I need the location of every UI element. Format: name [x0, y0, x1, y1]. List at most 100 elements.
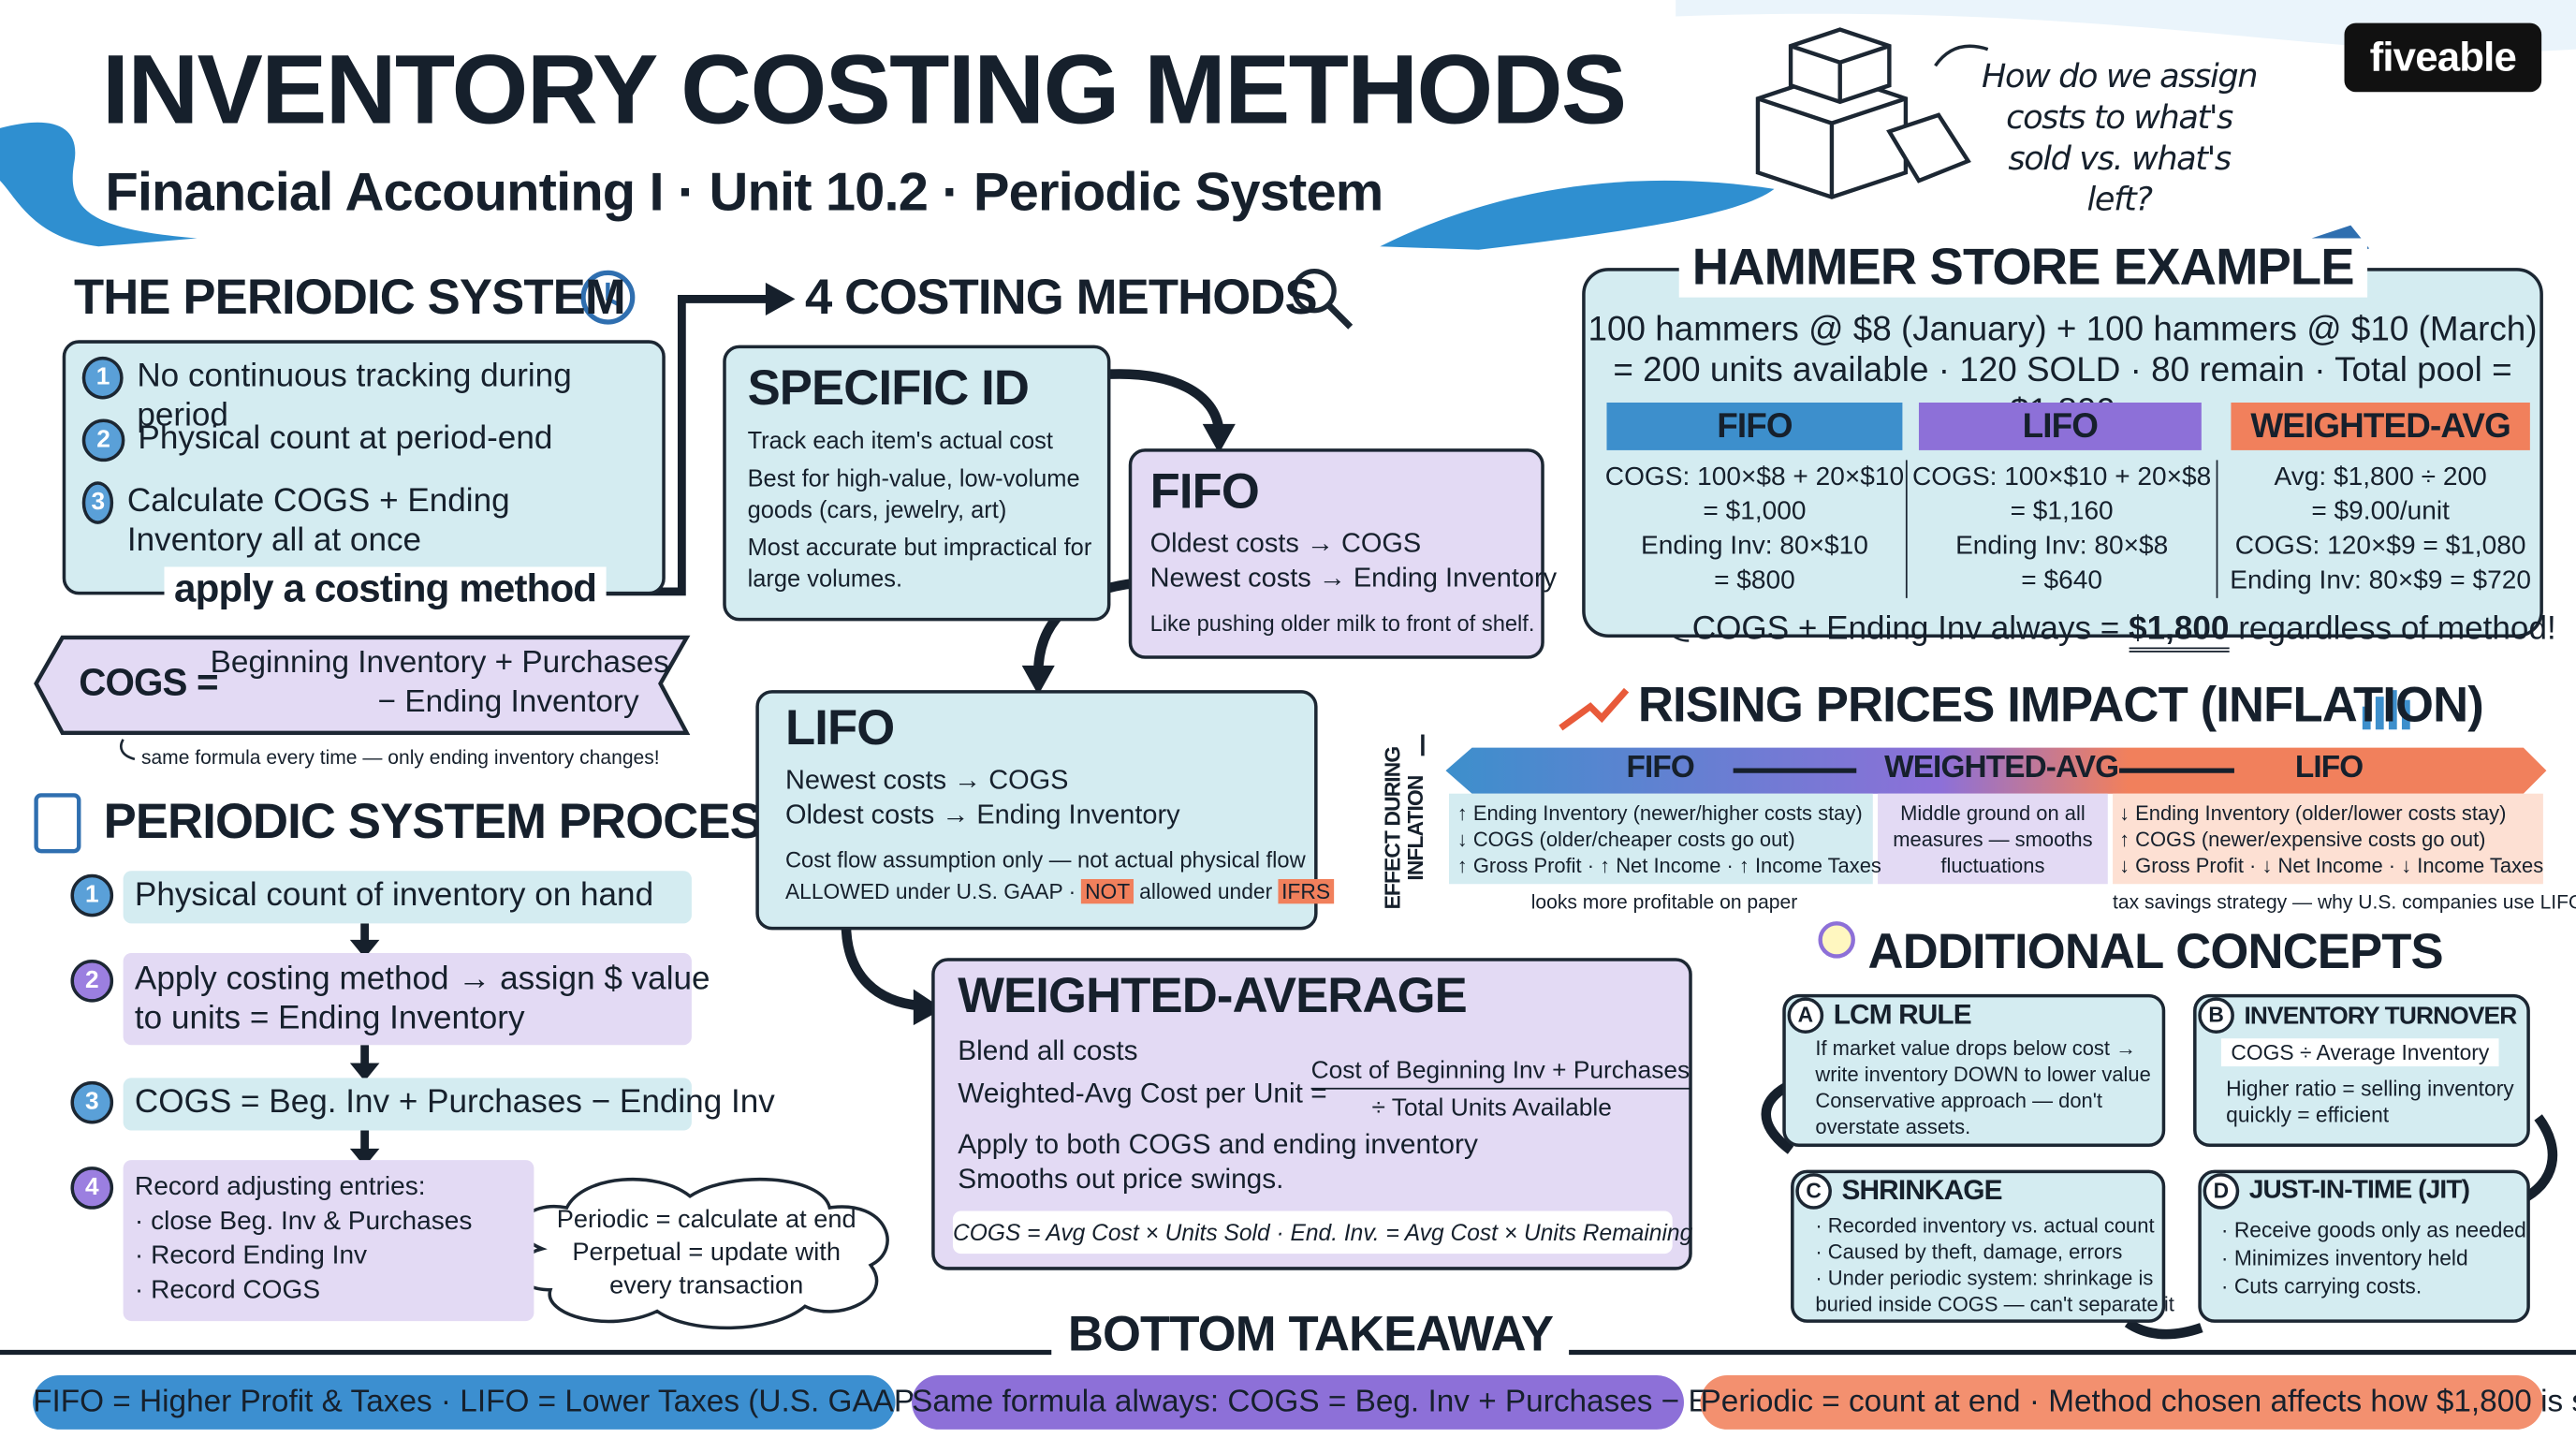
card-letter: A: [1787, 997, 1824, 1034]
item-number: 3: [81, 481, 114, 524]
column-head: LIFO: [1918, 402, 2202, 450]
text-line: write inventory DOWN to lower value: [1815, 1063, 2151, 1087]
section-title: THE PERIODIC SYSTEM: [73, 271, 626, 326]
step-text: Physical count of inventory on hand: [135, 875, 653, 915]
magnifier-handle: [1326, 302, 1354, 330]
text-line: · Record COGS: [134, 1276, 321, 1305]
concept-card: [2193, 993, 2530, 1148]
swoosh: [1380, 180, 1775, 250]
text-line: COGS: 120×$9 = $1,080: [2234, 532, 2526, 561]
effect-lines: ↑ Ending Inventory (newer/higher costs s…: [1457, 800, 1881, 879]
text-line: Best for high-value, low-volume goods (c…: [747, 466, 1080, 524]
text-line: Like pushing older milk to front of shel…: [1149, 610, 1535, 637]
card-head: A LCM RULE: [1787, 997, 1972, 1034]
text-line: Cost flow assumption only — not actual p…: [784, 847, 1306, 873]
text-line: · Caused by theft, damage, errors: [1815, 1240, 2123, 1264]
numerator: Cost of Beginning Inv + Purchases: [1310, 1057, 1690, 1090]
hammer-footer: COGS + Ending Inv always = $1,800 regard…: [1691, 610, 2556, 653]
formula-ribbon: [34, 635, 691, 735]
step-bg: [123, 871, 692, 924]
avg-cell: [1878, 793, 2108, 885]
formula-bottom: − Ending Inventory: [377, 684, 639, 720]
item-number: 1: [81, 356, 124, 400]
bulb-icon: [1818, 921, 1855, 959]
text-line: = $640: [2021, 566, 2102, 595]
method-title: SPECIFIC ID: [747, 361, 1030, 417]
item: 3 Calculate COGS + Ending Inventory all a…: [81, 481, 608, 560]
effect-lines: ↓ Ending Inventory (older/lower costs st…: [2119, 800, 2543, 879]
text-line: Track each item's actual cost: [747, 429, 1053, 456]
method-text: Oldest costs → COGS Newest costs → Ending…: [1150, 527, 1558, 640]
step-text: COGS = Beg. Inv + Purchases − Ending Inv: [135, 1083, 775, 1123]
method-title: FIFO: [1149, 464, 1260, 520]
method-title: WEIGHTED-AVERAGE: [958, 969, 1468, 1024]
text-line: · Cuts carrying costs.: [2220, 1273, 2422, 1299]
fifo-box: [1128, 448, 1544, 659]
item-text: Physical count at period-end: [138, 420, 553, 457]
text-line: ↓ Ending Inventory (older/lower costs st…: [2119, 801, 2507, 826]
column-lines: Avg: $1,800 ÷ 200 = $9.00/unit COGS: 120×$…: [2221, 460, 2539, 597]
card-head: C SHRINKAGE: [1795, 1173, 2002, 1210]
text-line: · Recorded inventory vs. actual count: [1815, 1214, 2155, 1238]
inflation-band: [1445, 747, 2547, 794]
band-head: LIFO: [2294, 751, 2364, 785]
step-text: Record adjusting entries: · close Beg. In…: [135, 1170, 473, 1308]
step-number: 3: [70, 1080, 114, 1124]
text-line: Oldest costs → COGS: [1149, 529, 1422, 559]
takeaway-pill: Same formula always: COGS = Beg. Inv + P…: [912, 1375, 1836, 1430]
method-text: Newest costs → COGS Oldest costs → Ending…: [785, 764, 1306, 877]
method-text: Blend all costs: [958, 1034, 1138, 1067]
bar-icon: [2362, 690, 2410, 730]
boxes-icon: [1755, 27, 1971, 199]
card-letter: D: [2203, 1173, 2240, 1210]
denominator: ÷ Total Units Available: [1371, 1093, 1612, 1123]
text-line: overstate assets.: [1815, 1115, 1971, 1139]
card-lines: · Recorded inventory vs. actual count · C…: [1815, 1212, 2174, 1317]
footer-amount: $1,800: [2129, 610, 2230, 653]
formula-top: Beginning Inventory + Purchases: [210, 645, 669, 681]
process-arrowheads: [349, 939, 380, 1167]
card-title: INVENTORY TURNOVER: [2244, 1001, 2517, 1030]
text-line: · Record Ending Inv: [134, 1241, 368, 1270]
axis-label: EFFECT DURING INFLATION: [1380, 746, 1428, 910]
bottom-title: BOTTOM TAKEAWAY: [1051, 1308, 1570, 1364]
concept-card: [2198, 1169, 2530, 1323]
text-line: every transaction: [609, 1271, 804, 1300]
text-line: ↑ COGS (newer/expensive costs go out): [2119, 828, 2486, 852]
arrowhead: [765, 282, 796, 315]
band-head: FIFO: [1626, 751, 1695, 785]
text-line: COGS: 100×$8 + 20×$10: [1604, 462, 1905, 492]
magnifier: [1292, 268, 1337, 314]
column-head: FIFO: [1606, 402, 1903, 450]
text-line: Middle ground on all: [1900, 801, 2086, 826]
text-line: Ending Inv: 80×$10: [1641, 532, 1868, 561]
trend-icon: [1559, 687, 1630, 731]
formula-left: COGS =: [79, 660, 218, 704]
text-line: ↓ COGS (older/cheaper costs go out): [1456, 828, 1795, 852]
step-bg: [123, 1160, 534, 1322]
cloud: [517, 1177, 889, 1330]
text-line: Apply to both COGS and ending inventory: [958, 1128, 1478, 1161]
text-line: Higher ratio = selling inventory: [2226, 1076, 2514, 1101]
text-line: · Minimizes inventory held: [2220, 1245, 2468, 1270]
band-head: WEIGHTED-AVG: [1884, 751, 2119, 785]
text-line: ↑ Ending Inventory (newer/higher costs s…: [1456, 801, 1863, 826]
text-line: Oldest costs → Ending Inventory: [784, 800, 1180, 830]
text-line: 100 hammers @ $8 (January) + 100 hammers…: [1588, 310, 2538, 349]
clock-hand: [606, 282, 622, 308]
text-line: Record adjusting entries:: [134, 1173, 426, 1201]
text-line: = $9.00/unit: [2311, 497, 2450, 526]
text-line: ↑ Gross Profit · ↑ Net Income · ↑ Income…: [1456, 854, 1881, 878]
text-line: measures — smooths: [1893, 828, 2093, 852]
hand-arrow: [1934, 44, 1989, 67]
text-line: COGS: 100×$10 + 20×$8: [1911, 462, 2212, 492]
flow-arrows: [841, 369, 2558, 1340]
footer-text: COGS + Ending Inv always =: [1691, 610, 2120, 648]
text-line: = $1,000: [1703, 497, 1807, 526]
card-letter: B: [2198, 997, 2234, 1034]
text-line: buried inside COGS — can't separate it: [1815, 1293, 2174, 1316]
allowed: allowed under: [1139, 878, 1273, 904]
